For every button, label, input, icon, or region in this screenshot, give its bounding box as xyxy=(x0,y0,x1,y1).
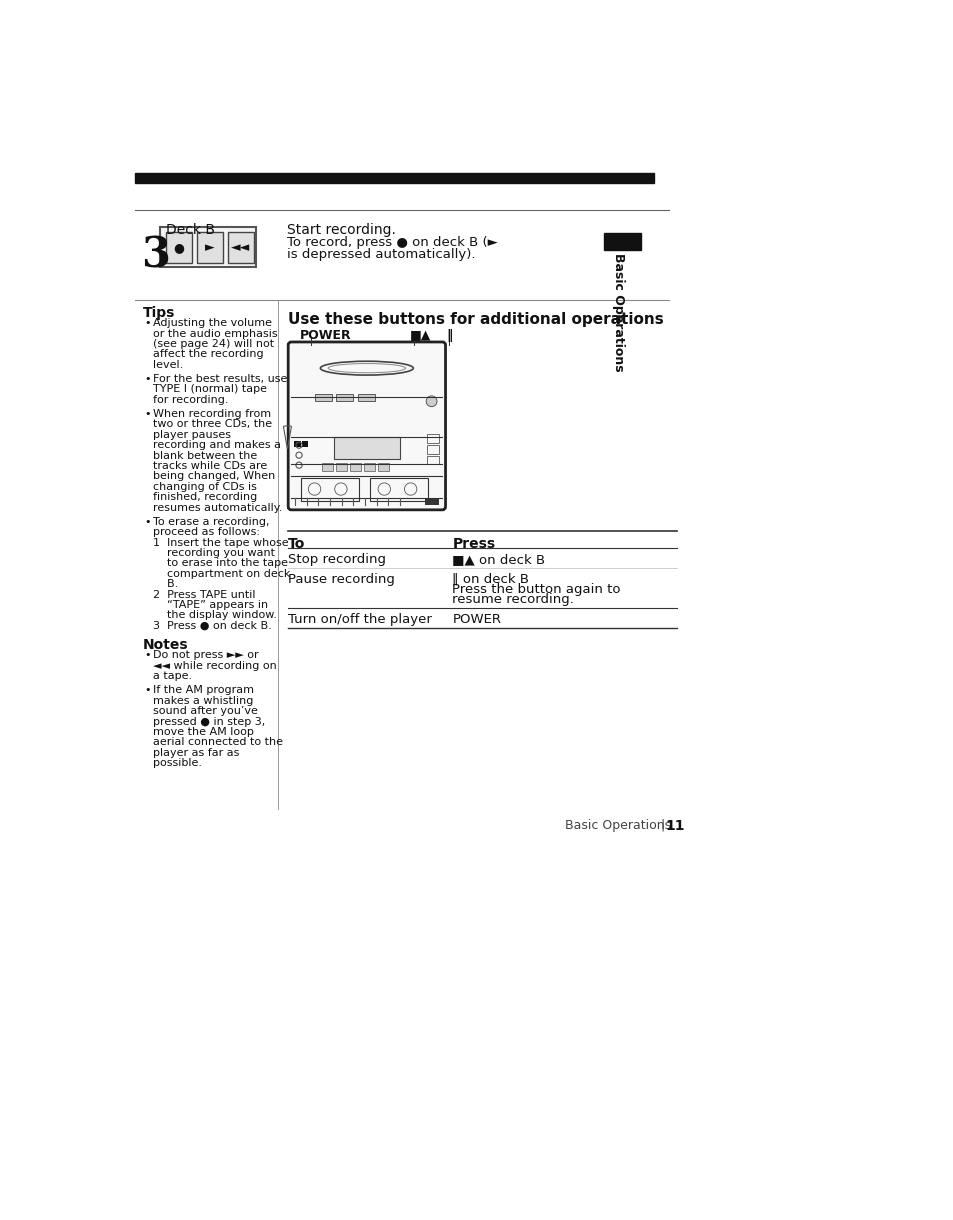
Text: changing of CDs is: changing of CDs is xyxy=(153,482,257,492)
Bar xyxy=(335,394,353,400)
Text: 3: 3 xyxy=(141,235,170,277)
Text: player pauses: player pauses xyxy=(153,429,232,439)
Bar xyxy=(370,477,428,500)
Text: recording you want: recording you want xyxy=(153,548,275,558)
Text: Use these buttons for additional operations: Use these buttons for additional operati… xyxy=(288,312,663,327)
Text: makes a whistling: makes a whistling xyxy=(153,695,253,706)
Text: compartment on deck: compartment on deck xyxy=(153,569,291,578)
Text: a tape.: a tape. xyxy=(153,671,193,681)
Text: Basic Operations: Basic Operations xyxy=(564,819,670,832)
Bar xyxy=(302,442,308,447)
Text: •: • xyxy=(144,517,151,527)
Text: 3  Press ● on deck B.: 3 Press ● on deck B. xyxy=(153,621,272,631)
Text: possible.: possible. xyxy=(153,758,202,769)
Bar xyxy=(334,438,399,459)
Text: Press: Press xyxy=(452,537,496,550)
Text: •: • xyxy=(144,650,151,660)
Bar xyxy=(300,477,358,500)
Text: Adjusting the volume: Adjusting the volume xyxy=(153,318,272,328)
Bar xyxy=(314,394,332,400)
Text: ◄◄ while recording on: ◄◄ while recording on xyxy=(153,661,276,671)
Text: to erase into the tape: to erase into the tape xyxy=(153,559,288,569)
Text: blank between the: blank between the xyxy=(153,450,257,461)
Text: Deck B: Deck B xyxy=(166,222,214,237)
Text: Notes: Notes xyxy=(142,638,188,651)
Text: ►: ► xyxy=(205,240,214,254)
Text: resumes automatically.: resumes automatically. xyxy=(153,503,282,512)
Bar xyxy=(427,434,439,443)
Bar xyxy=(603,233,640,250)
Text: finished, recording: finished, recording xyxy=(153,492,257,503)
Bar xyxy=(427,456,439,465)
Text: Stop recording: Stop recording xyxy=(288,553,386,566)
Bar xyxy=(196,232,223,262)
Text: B.: B. xyxy=(153,580,178,589)
Bar xyxy=(364,462,375,471)
Text: 1  Insert the tape whose: 1 Insert the tape whose xyxy=(153,538,289,548)
Text: or the audio emphasis: or the audio emphasis xyxy=(153,328,277,338)
Text: two or three CDs, the: two or three CDs, the xyxy=(153,420,273,429)
Bar xyxy=(166,232,192,262)
Text: Do not press ►► or: Do not press ►► or xyxy=(153,650,258,660)
Text: ‖: ‖ xyxy=(446,329,452,342)
Text: •: • xyxy=(144,686,151,695)
Text: player as far as: player as far as xyxy=(153,748,239,758)
Text: Press the button again to: Press the button again to xyxy=(452,583,620,597)
Text: pressed ● in step 3,: pressed ● in step 3, xyxy=(153,716,265,727)
Text: ●: ● xyxy=(173,240,184,254)
Text: “TAPE” appears in: “TAPE” appears in xyxy=(153,600,268,610)
Text: If the AM program: If the AM program xyxy=(153,686,254,695)
Text: To erase a recording,: To erase a recording, xyxy=(153,517,270,527)
Bar xyxy=(425,498,439,505)
Text: To: To xyxy=(288,537,305,550)
Bar xyxy=(427,445,439,454)
Bar xyxy=(134,173,654,183)
Text: TYPE I (normal) tape: TYPE I (normal) tape xyxy=(153,384,267,394)
Text: When recording from: When recording from xyxy=(153,409,272,418)
Text: the display window.: the display window. xyxy=(153,610,277,620)
Bar xyxy=(159,227,256,267)
Bar xyxy=(294,442,300,447)
Text: Pause recording: Pause recording xyxy=(288,573,395,586)
Text: move the AM loop: move the AM loop xyxy=(153,727,253,737)
Text: 2  Press TAPE until: 2 Press TAPE until xyxy=(153,589,255,599)
Text: ■▲ on deck B: ■▲ on deck B xyxy=(452,553,545,566)
Text: tracks while CDs are: tracks while CDs are xyxy=(153,461,268,471)
Text: for recording.: for recording. xyxy=(153,395,229,405)
Bar xyxy=(357,394,375,400)
Bar xyxy=(335,462,347,471)
Text: For the best results, use: For the best results, use xyxy=(153,375,288,384)
Text: To record, press ● on deck B (►: To record, press ● on deck B (► xyxy=(286,235,497,249)
Text: •: • xyxy=(144,318,151,328)
Text: is depressed automatically).: is depressed automatically). xyxy=(286,248,475,261)
Text: POWER: POWER xyxy=(299,329,351,342)
Bar xyxy=(350,462,360,471)
Text: proceed as follows:: proceed as follows: xyxy=(153,527,260,537)
Text: sound after you’ve: sound after you’ve xyxy=(153,706,258,716)
Text: recording and makes a: recording and makes a xyxy=(153,440,281,450)
FancyBboxPatch shape xyxy=(288,342,445,510)
Bar xyxy=(228,232,253,262)
Text: ■▲: ■▲ xyxy=(410,329,431,342)
Text: Start recording.: Start recording. xyxy=(286,222,395,237)
Text: ‖ on deck B: ‖ on deck B xyxy=(452,573,529,586)
Text: being changed, When: being changed, When xyxy=(153,471,275,482)
Circle shape xyxy=(426,395,436,406)
Text: POWER: POWER xyxy=(452,612,501,626)
Text: Basic Operations: Basic Operations xyxy=(611,253,624,371)
Text: 11: 11 xyxy=(665,819,684,832)
Bar xyxy=(377,462,389,471)
Text: aerial connected to the: aerial connected to the xyxy=(153,737,283,748)
Text: |: | xyxy=(659,819,663,832)
Text: ◄◄: ◄◄ xyxy=(231,240,251,254)
Text: (see page 24) will not: (see page 24) will not xyxy=(153,339,274,349)
Text: Tips: Tips xyxy=(142,306,174,320)
Text: affect the recording: affect the recording xyxy=(153,349,264,360)
Text: resume recording.: resume recording. xyxy=(452,593,574,606)
Text: •: • xyxy=(144,375,151,384)
Text: •: • xyxy=(144,409,151,418)
Text: level.: level. xyxy=(153,360,183,370)
Text: Turn on/off the player: Turn on/off the player xyxy=(288,612,432,626)
Bar xyxy=(322,462,333,471)
